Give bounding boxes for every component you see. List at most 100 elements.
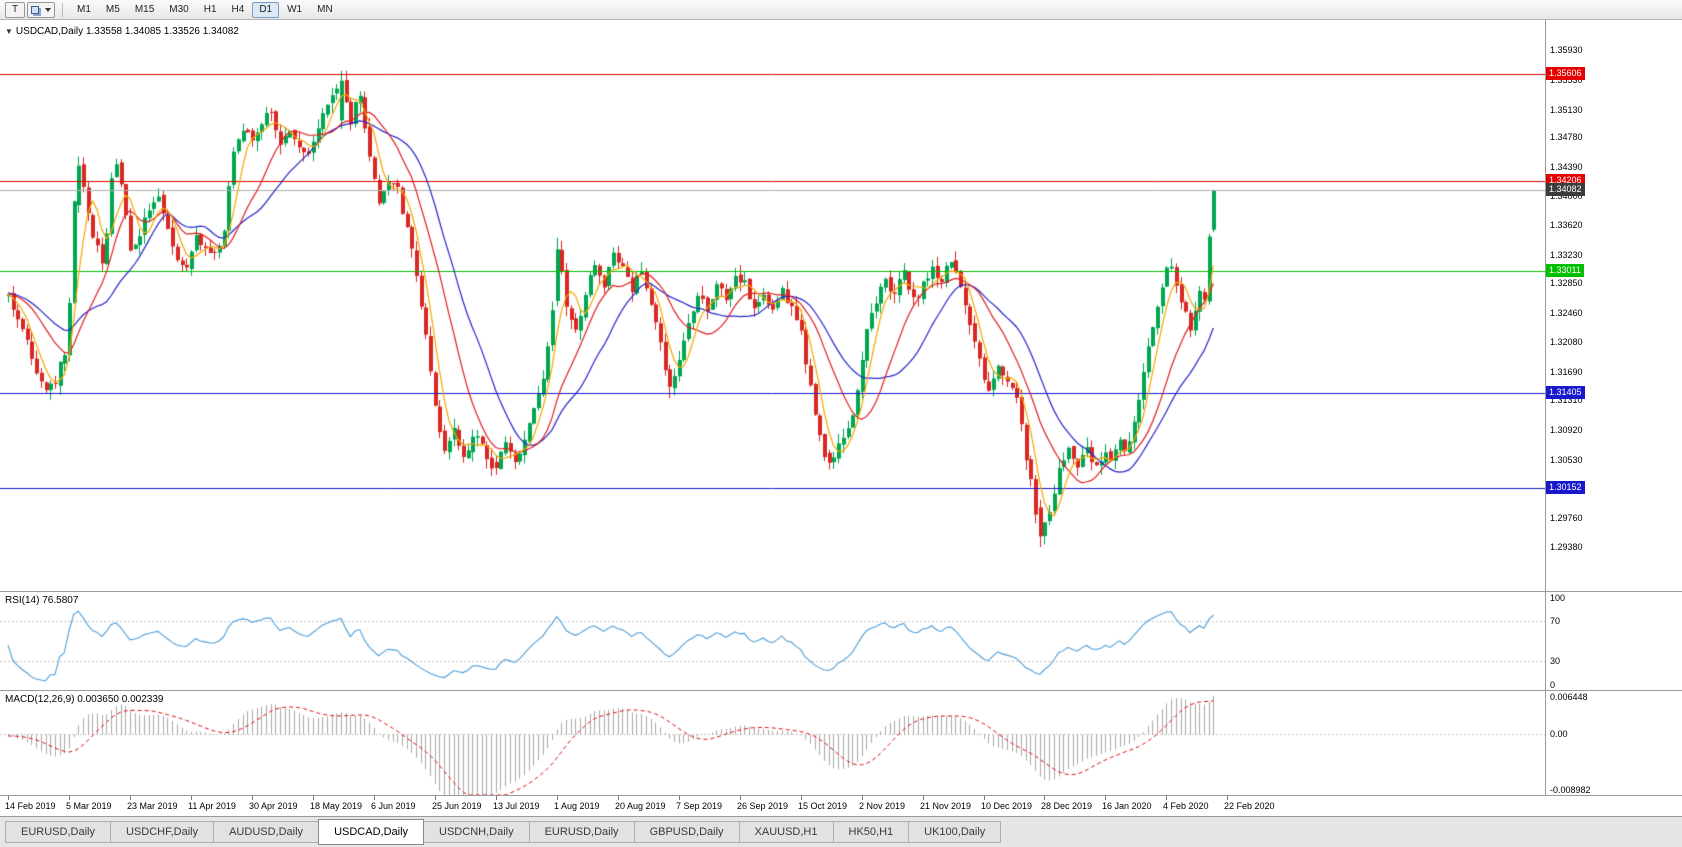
price-axis-label: 1.32080 [1550, 337, 1583, 347]
chart-tab-usdcad-daily[interactable]: USDCAD,Daily [318, 819, 425, 845]
chart-region: ▼ USDCAD,Daily 1.33558 1.34085 1.33526 1.… [0, 20, 1682, 816]
price-level-label-1.33011: 1.33011 [1546, 264, 1584, 277]
rsi-axis-label: 0 [1550, 680, 1556, 690]
macd-axis-label: 0.00 [1550, 729, 1568, 739]
time-axis-label: 4 Feb 2020 [1163, 801, 1209, 811]
time-axis-tick [435, 796, 436, 800]
price-axis-label: 1.34390 [1550, 162, 1583, 172]
price-axis-label: 1.31690 [1550, 367, 1583, 377]
time-axis-label: 7 Sep 2019 [676, 801, 723, 811]
price-axis-label: 1.30920 [1550, 425, 1583, 435]
chart-tab-eurusd-daily[interactable]: EURUSD,Daily [5, 821, 111, 843]
macd-indicator-label: MACD(12,26,9) 0.003650 0.002339 [5, 694, 164, 705]
timeframe-button-m15[interactable]: M15 [134, 4, 155, 15]
price-axis-label: 1.29380 [1550, 542, 1583, 552]
chart-symbol-label: USDCAD,Daily [15, 26, 84, 37]
template-tool-button[interactable]: T [5, 1, 25, 18]
chart-tab-usdchf-daily[interactable]: USDCHF,Daily [109, 821, 215, 843]
chart-tab-usdcnh-daily[interactable]: USDCNH,Daily [423, 821, 530, 843]
time-axis-tick [496, 796, 497, 800]
timeframe-button-d1[interactable]: D1 [252, 1, 280, 18]
time-axis-label: 20 Aug 2019 [615, 801, 666, 811]
time-axis-tick [252, 796, 253, 800]
time-axis-label: 16 Jan 2020 [1102, 801, 1152, 811]
time-axis-label: 30 Apr 2019 [249, 801, 298, 811]
chart-tab-uk100-daily[interactable]: UK100,Daily [908, 821, 1002, 843]
chart-tab-eurusd-daily[interactable]: EURUSD,Daily [528, 821, 635, 843]
toolbar: T M1 M5 M15 M30 H1 H4 D1 W1 MN [0, 0, 1682, 20]
time-axis-tick [923, 796, 924, 800]
chart-style-button[interactable] [27, 1, 55, 18]
chart-tab-hk50-h1[interactable]: HK50,H1 [832, 821, 910, 843]
time-axis-label: 10 Dec 2019 [981, 801, 1033, 811]
timeframe-button-h1[interactable]: H1 [203, 4, 217, 15]
chart-ohlc-header: ▼ USDCAD,Daily 1.33558 1.34085 1.33526 1.… [5, 26, 239, 37]
price-axis-label: 1.33620 [1550, 220, 1583, 230]
time-axis-tick [313, 796, 314, 800]
price-axis-label: 1.33230 [1550, 250, 1583, 260]
price-axis-label: 1.32460 [1550, 308, 1583, 318]
template-tool-icon: T [11, 4, 19, 15]
price-level-label-1.31405: 1.31405 [1546, 386, 1585, 399]
panel-separator[interactable] [0, 591, 1682, 592]
price-level-label-1.34082: 1.34082 [1546, 183, 1585, 196]
rsi-axis-label: 70 [1550, 616, 1561, 626]
time-axis-tick [374, 796, 375, 800]
time-axis-tick [801, 796, 802, 800]
price-axis-label: 1.34000 [1550, 191, 1583, 201]
time-axis-tick [984, 796, 985, 800]
time-axis-label: 21 Nov 2019 [920, 801, 972, 811]
macd-axis-label: 0.006448 [1550, 692, 1588, 702]
timeframe-button-mn[interactable]: MN [317, 4, 333, 15]
timeframe-buttons: M1 M5 M15 M30 H1 H4 D1 W1 MN [70, 1, 340, 18]
timeframe-button-m5[interactable]: M5 [105, 4, 120, 15]
price-axis-label: 1.30530 [1550, 455, 1583, 465]
chart-tab-bar: EURUSD,Daily USDCHF,Daily AUDUSD,Daily USDC… [0, 816, 1682, 847]
price-chart-canvas[interactable] [0, 20, 1545, 591]
time-axis-tick [618, 796, 619, 800]
time-axis-label: 28 Dec 2019 [1041, 801, 1093, 811]
rsi-indicator-canvas[interactable] [0, 592, 1545, 690]
time-axis-tick [740, 796, 741, 800]
chart-ohlc-values: 1.33558 1.34085 1.33526 1.34082 [85, 26, 239, 37]
time-axis-label: 11 Apr 2019 [188, 801, 236, 811]
rsi-indicator-label: RSI(14) 76.5807 [5, 595, 79, 606]
time-axis-tick [862, 796, 863, 800]
timeframe-button-m1[interactable]: M1 [77, 4, 91, 15]
timeframe-button-w1[interactable]: W1 [287, 4, 303, 15]
macd-indicator-canvas[interactable] [0, 691, 1545, 795]
price-axis-label: 1.31310 [1550, 395, 1583, 405]
time-axis-tick [8, 796, 9, 800]
panel-separator[interactable] [0, 690, 1682, 691]
rsi-axis-label: 30 [1550, 656, 1561, 666]
time-axis-label: 15 Oct 2019 [798, 801, 848, 811]
time-axis-label: 22 Feb 2020 [1224, 801, 1275, 811]
chart-tab-gbpusd-daily[interactable]: GBPUSD,Daily [633, 821, 740, 843]
timeframe-button-h4[interactable]: H4 [231, 4, 245, 15]
time-axis-label: 13 Jul 2019 [493, 801, 540, 811]
time-axis-label: 25 Jun 2019 [432, 801, 482, 811]
price-axis-label: 1.29760 [1550, 513, 1583, 523]
price-axis-label: 1.35130 [1550, 105, 1583, 115]
time-axis-label: 1 Aug 2019 [554, 801, 600, 811]
chart-tab-xauusd-h1[interactable]: XAUUSD,H1 [738, 821, 834, 843]
price-axis-label: 1.35930 [1550, 45, 1583, 55]
time-axis[interactable]: 14 Feb 2019 5 Mar 2019 23 Mar 2019 11 Apr 2… [0, 796, 1545, 816]
chart-tab-audusd-daily[interactable]: AUDUSD,Daily [213, 821, 320, 843]
price-axis-label: 1.34780 [1550, 132, 1583, 142]
time-axis-label: 2 Nov 2019 [859, 801, 906, 811]
time-axis-tick [1227, 796, 1228, 800]
price-axis[interactable]: 1.35930 1.35530 1.35130 1.34780 1.34390 1.340… [1546, 20, 1682, 796]
toolbar-separator [62, 2, 63, 17]
price-axis-divider [1545, 20, 1546, 796]
time-axis-tick [1044, 796, 1045, 800]
panel-separator [0, 795, 1682, 796]
time-axis-label: 6 Jun 2019 [371, 801, 416, 811]
timeframe-button-m30[interactable]: M30 [169, 4, 189, 15]
time-axis-tick [1105, 796, 1106, 800]
collapse-chart-icon[interactable]: ▼ [5, 27, 13, 36]
price-level-label-1.30152: 1.30152 [1546, 481, 1585, 494]
time-axis-tick [557, 796, 558, 800]
time-axis-tick [69, 796, 70, 800]
